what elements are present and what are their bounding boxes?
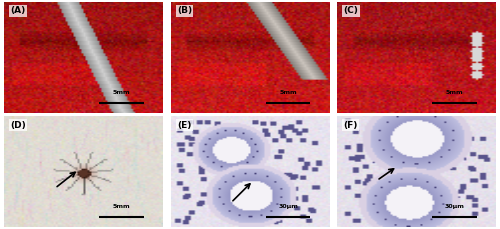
Text: 5mm: 5mm	[446, 90, 464, 95]
Text: 30μm: 30μm	[278, 204, 298, 209]
Text: (C): (C)	[344, 6, 358, 15]
Text: (F): (F)	[344, 121, 357, 130]
Text: (D): (D)	[10, 121, 26, 130]
Text: (E): (E)	[177, 121, 191, 130]
Text: 5mm: 5mm	[113, 204, 130, 209]
Text: 30μm: 30μm	[444, 204, 464, 209]
Text: (B): (B)	[177, 6, 192, 15]
Text: 5mm: 5mm	[280, 90, 297, 95]
Text: 5mm: 5mm	[113, 90, 130, 95]
Text: (A): (A)	[10, 6, 26, 15]
